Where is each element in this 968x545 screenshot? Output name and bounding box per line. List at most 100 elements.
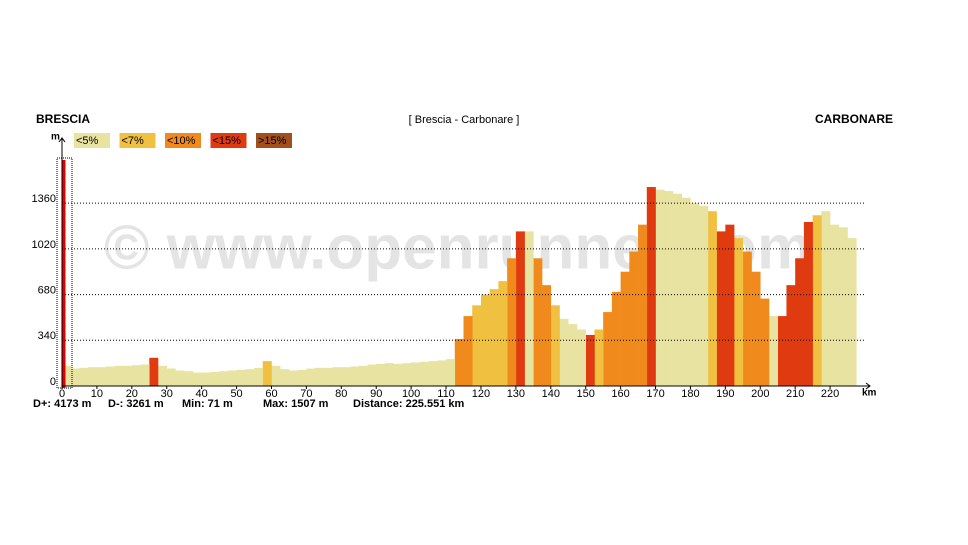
elevation-bar xyxy=(550,305,560,386)
elevation-bar xyxy=(70,368,80,386)
elevation-bar xyxy=(646,187,656,386)
elevation-bar xyxy=(105,366,115,386)
elevation-bar xyxy=(568,324,578,386)
elevation-bar xyxy=(376,363,386,386)
x-tick-label: 140 xyxy=(542,388,560,400)
legend-swatch xyxy=(256,133,292,148)
elevation-bar xyxy=(768,316,779,386)
elevation-bar xyxy=(227,370,237,386)
elevation-bar xyxy=(576,329,586,386)
elevation-bar xyxy=(358,365,368,386)
y-tick-label: 0 xyxy=(50,376,56,388)
elevation-bar xyxy=(672,193,683,386)
legend-swatch xyxy=(74,133,110,148)
elevation-bar xyxy=(428,361,438,386)
elevation-bar xyxy=(96,367,106,386)
elevation-bar xyxy=(498,281,508,386)
x-tick-label: 30 xyxy=(161,388,173,400)
stat: Max: 1507 m xyxy=(263,398,329,410)
legend-label: <15% xyxy=(213,135,242,147)
elevation-bar xyxy=(402,363,412,386)
x-tick-label: 50 xyxy=(230,388,242,400)
elevation-bar xyxy=(699,205,709,386)
elevation-bar xyxy=(184,371,194,386)
elevation-bar xyxy=(542,285,552,386)
elevation-bar xyxy=(140,364,150,386)
elevation-bar xyxy=(725,224,735,386)
x-tick-label: 220 xyxy=(821,388,839,400)
start-label: BRESCIA xyxy=(36,112,90,126)
elevation-bar xyxy=(463,316,473,386)
elevation-bar xyxy=(594,329,604,386)
elevation-bar xyxy=(367,364,377,386)
elevation-bar xyxy=(411,362,421,386)
x-axis-arrow xyxy=(865,382,871,390)
elevation-bar xyxy=(690,203,700,386)
x-tick-label: 170 xyxy=(646,388,664,400)
x-tick-label: 190 xyxy=(716,388,734,400)
x-tick-label: 80 xyxy=(335,388,347,400)
elevation-bar xyxy=(114,365,124,386)
elevation-bar xyxy=(192,372,202,386)
elevation-bar xyxy=(742,251,752,386)
y-axis-label: m xyxy=(51,132,60,143)
elevation-bar xyxy=(786,285,796,386)
x-tick-label: 0 xyxy=(59,388,65,400)
x-axis-label: km xyxy=(862,388,877,399)
elevation-bar xyxy=(419,361,429,386)
elevation-bar xyxy=(795,258,805,386)
legend-swatch xyxy=(119,133,156,148)
elevation-bar xyxy=(280,369,290,386)
y-tick-label: 340 xyxy=(38,330,56,342)
elevation-bar xyxy=(533,258,543,386)
x-tick-label: 90 xyxy=(370,388,382,400)
elevation-bar xyxy=(838,227,848,386)
x-tick-label: 210 xyxy=(786,388,804,400)
elevation-bar xyxy=(201,372,211,386)
legend-swatch xyxy=(210,133,247,148)
elevation-bar xyxy=(812,215,822,386)
elevation-bar xyxy=(603,312,613,386)
chart-title: [ Brescia - Carbonare ] xyxy=(409,114,520,126)
elevation-bar xyxy=(149,357,159,386)
x-tick-label: 150 xyxy=(577,388,595,400)
elevation-bar xyxy=(271,365,281,386)
elevation-bar xyxy=(131,365,141,386)
x-tick-label: 180 xyxy=(681,388,699,400)
elevation-bar xyxy=(454,338,464,386)
elevation-bar xyxy=(297,369,307,386)
elevation-bar xyxy=(821,211,831,386)
elevation-bar xyxy=(175,370,185,386)
stat: D+: 4173 m xyxy=(33,398,92,410)
x-tick-label: 160 xyxy=(611,388,629,400)
x-tick-label: 60 xyxy=(265,388,277,400)
elevation-bar xyxy=(664,191,674,386)
stat: D-: 3261 m xyxy=(108,398,164,410)
elevation-bar xyxy=(393,363,403,386)
elevation-bar xyxy=(332,367,342,386)
elevation-bar xyxy=(219,371,229,386)
elevation-bar xyxy=(716,231,726,386)
elevation-bar xyxy=(88,367,98,386)
legend-swatch xyxy=(165,133,201,148)
elevation-bar xyxy=(262,361,272,386)
legend-label: >15% xyxy=(258,135,287,147)
elevation-bar xyxy=(236,369,246,386)
elevation-bar xyxy=(830,224,840,386)
elevation-bar xyxy=(629,251,639,386)
elevation-bar xyxy=(315,367,325,386)
elevation-bar xyxy=(620,271,630,386)
elevation-bar xyxy=(760,298,770,386)
stat: Distance: 225.551 km xyxy=(353,398,465,410)
elevation-bar xyxy=(751,271,761,386)
legend-label: <7% xyxy=(122,135,145,147)
elevation-bar xyxy=(655,189,665,386)
end-label: CARBONARE xyxy=(815,112,893,126)
elevation-bar xyxy=(507,258,517,386)
elevation-bar xyxy=(79,367,89,386)
elevation-bar xyxy=(847,238,857,386)
elevation-bar xyxy=(707,211,717,386)
y-tick-label: 1020 xyxy=(32,239,56,251)
y-axis-arrow xyxy=(58,137,66,143)
legend-label: <10% xyxy=(167,135,196,147)
